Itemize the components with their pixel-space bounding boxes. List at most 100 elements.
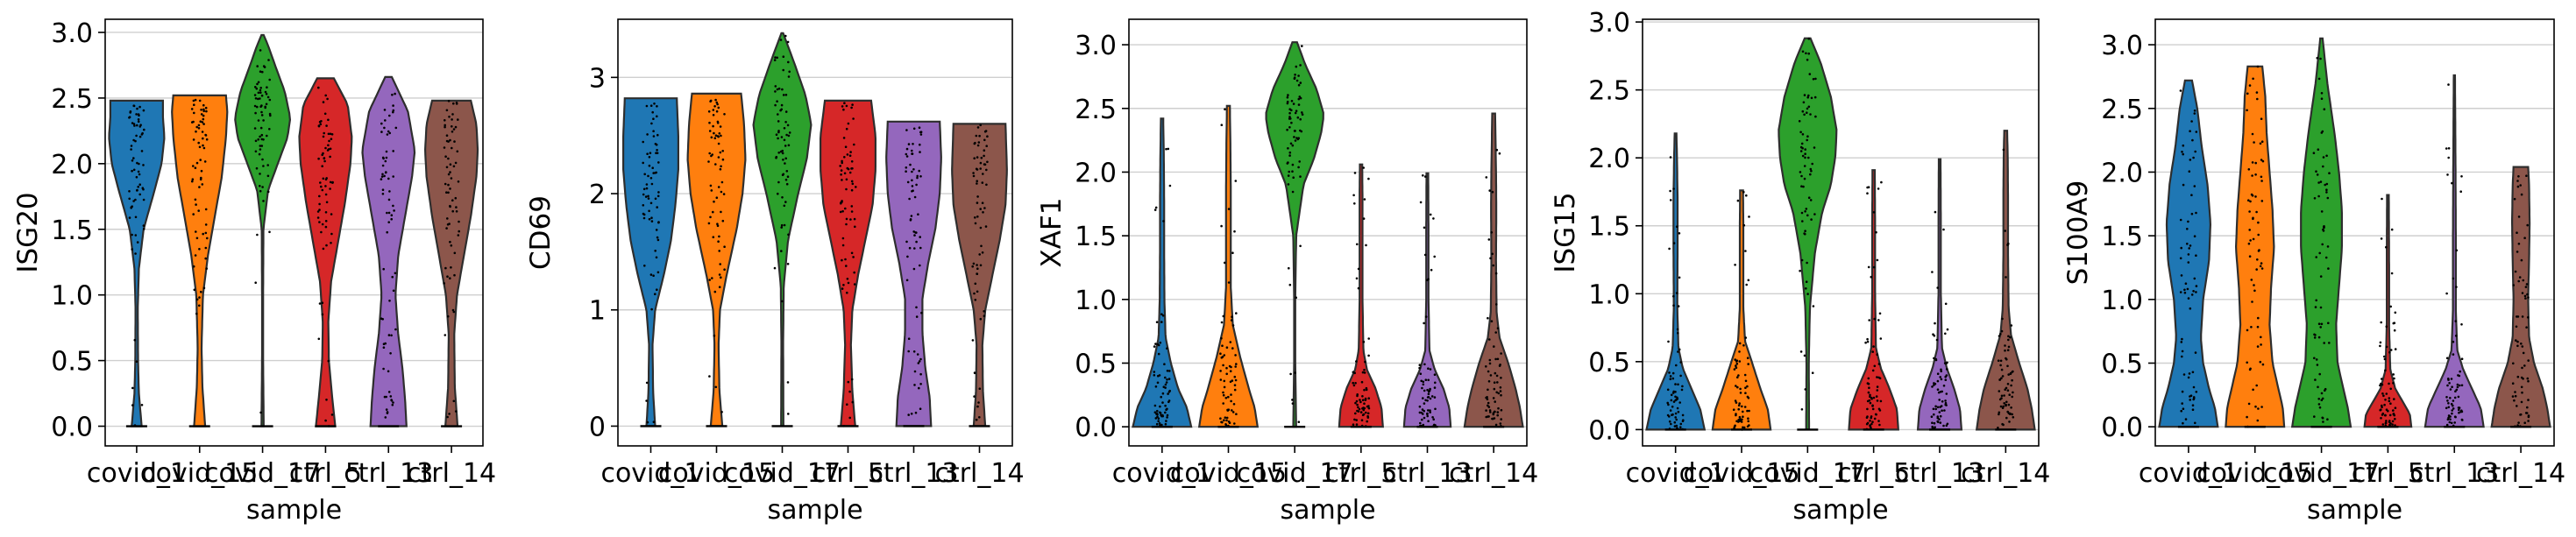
data-point (2319, 180, 2323, 183)
data-point (1496, 413, 1499, 417)
data-point (912, 143, 914, 145)
data-point (1999, 333, 2002, 336)
data-point (1809, 167, 1813, 171)
data-point (1301, 45, 1303, 47)
ytick-label: 0.5 (1588, 348, 1630, 378)
data-point (1419, 201, 1423, 204)
data-point (1286, 162, 1289, 165)
data-point (2326, 418, 2329, 421)
data-point (2189, 307, 2192, 310)
data-point (446, 275, 449, 279)
data-point (257, 91, 260, 95)
y-axis-label: S100A9 (2062, 180, 2094, 286)
violin-panel-cd69: 0123covid_1covid_15covid_17ctrl_5ctrl_13… (525, 18, 1025, 526)
data-point (1738, 342, 1742, 345)
data-point (720, 180, 724, 184)
data-point (1936, 379, 1940, 383)
data-point (449, 138, 451, 142)
data-point (973, 157, 976, 159)
data-point (919, 264, 921, 267)
data-point (774, 56, 777, 59)
data-point (1866, 407, 1869, 411)
data-point (1807, 94, 1810, 97)
data-point (316, 210, 320, 213)
data-point (1354, 401, 1357, 405)
data-point (1807, 37, 1811, 40)
data-point (718, 273, 721, 276)
data-point (1941, 409, 1943, 413)
data-point (1422, 423, 1425, 427)
data-point (1804, 388, 1807, 391)
data-point (2454, 320, 2458, 322)
data-point (199, 159, 202, 161)
data-point (1487, 238, 1491, 241)
data-point (1671, 371, 1675, 375)
data-point (1165, 420, 1167, 422)
data-point (712, 236, 715, 239)
data-point (1667, 403, 1670, 406)
data-point (262, 65, 266, 67)
data-point (2317, 322, 2321, 326)
data-point (2181, 350, 2184, 353)
data-point (1735, 366, 1738, 370)
data-point (1869, 395, 1871, 399)
data-point (2527, 420, 2530, 422)
data-point (2006, 364, 2009, 368)
data-point (2383, 403, 2386, 406)
data-point (919, 383, 922, 385)
data-point (2179, 257, 2182, 260)
ytick-label: 2.0 (1588, 144, 1630, 174)
data-point (1361, 399, 1365, 402)
data-point (2450, 378, 2453, 380)
data-point (910, 413, 913, 415)
violin-ctrl_5 (1338, 163, 1384, 428)
data-point (1941, 400, 1944, 403)
data-point (1813, 146, 1816, 149)
data-point (192, 138, 195, 141)
data-point (713, 200, 715, 203)
data-point (450, 244, 453, 247)
data-point (655, 229, 658, 231)
data-point (132, 157, 135, 159)
data-point (1299, 81, 1302, 84)
data-point (841, 159, 843, 163)
data-point (1288, 283, 1292, 286)
data-point (2002, 405, 2005, 408)
data-point (1488, 409, 1492, 412)
data-point (1353, 202, 1356, 205)
data-point (136, 107, 138, 110)
data-point (1678, 348, 1681, 351)
data-point (444, 334, 447, 336)
data-point (1744, 250, 1747, 252)
data-point (204, 231, 208, 235)
data-point (195, 161, 199, 165)
data-point (1878, 409, 1882, 412)
data-point (1164, 411, 1167, 414)
data-point (983, 154, 985, 158)
data-point (138, 125, 142, 128)
data-point (2319, 306, 2323, 309)
data-point (716, 223, 719, 225)
xtick-label-ctrl_14: ctrl_14 (1449, 458, 1538, 489)
data-point (1872, 396, 1876, 399)
data-point (253, 127, 257, 130)
data-point (850, 106, 853, 110)
data-point (848, 154, 852, 157)
data-point (2313, 333, 2316, 336)
xtick-label-ctrl_5: ctrl_5 (1837, 458, 1910, 489)
data-point (2527, 296, 2530, 299)
data-point (980, 244, 983, 248)
data-point (1295, 296, 1297, 300)
data-point (2195, 211, 2197, 215)
data-point (391, 93, 394, 96)
data-point (2194, 351, 2197, 354)
data-point (323, 159, 326, 163)
data-point (777, 130, 780, 132)
data-point (205, 138, 209, 141)
data-point (131, 169, 133, 173)
data-point (718, 250, 720, 252)
data-point (391, 275, 394, 279)
data-point (322, 101, 325, 103)
data-point (1299, 117, 1302, 121)
data-point (1360, 380, 1364, 384)
